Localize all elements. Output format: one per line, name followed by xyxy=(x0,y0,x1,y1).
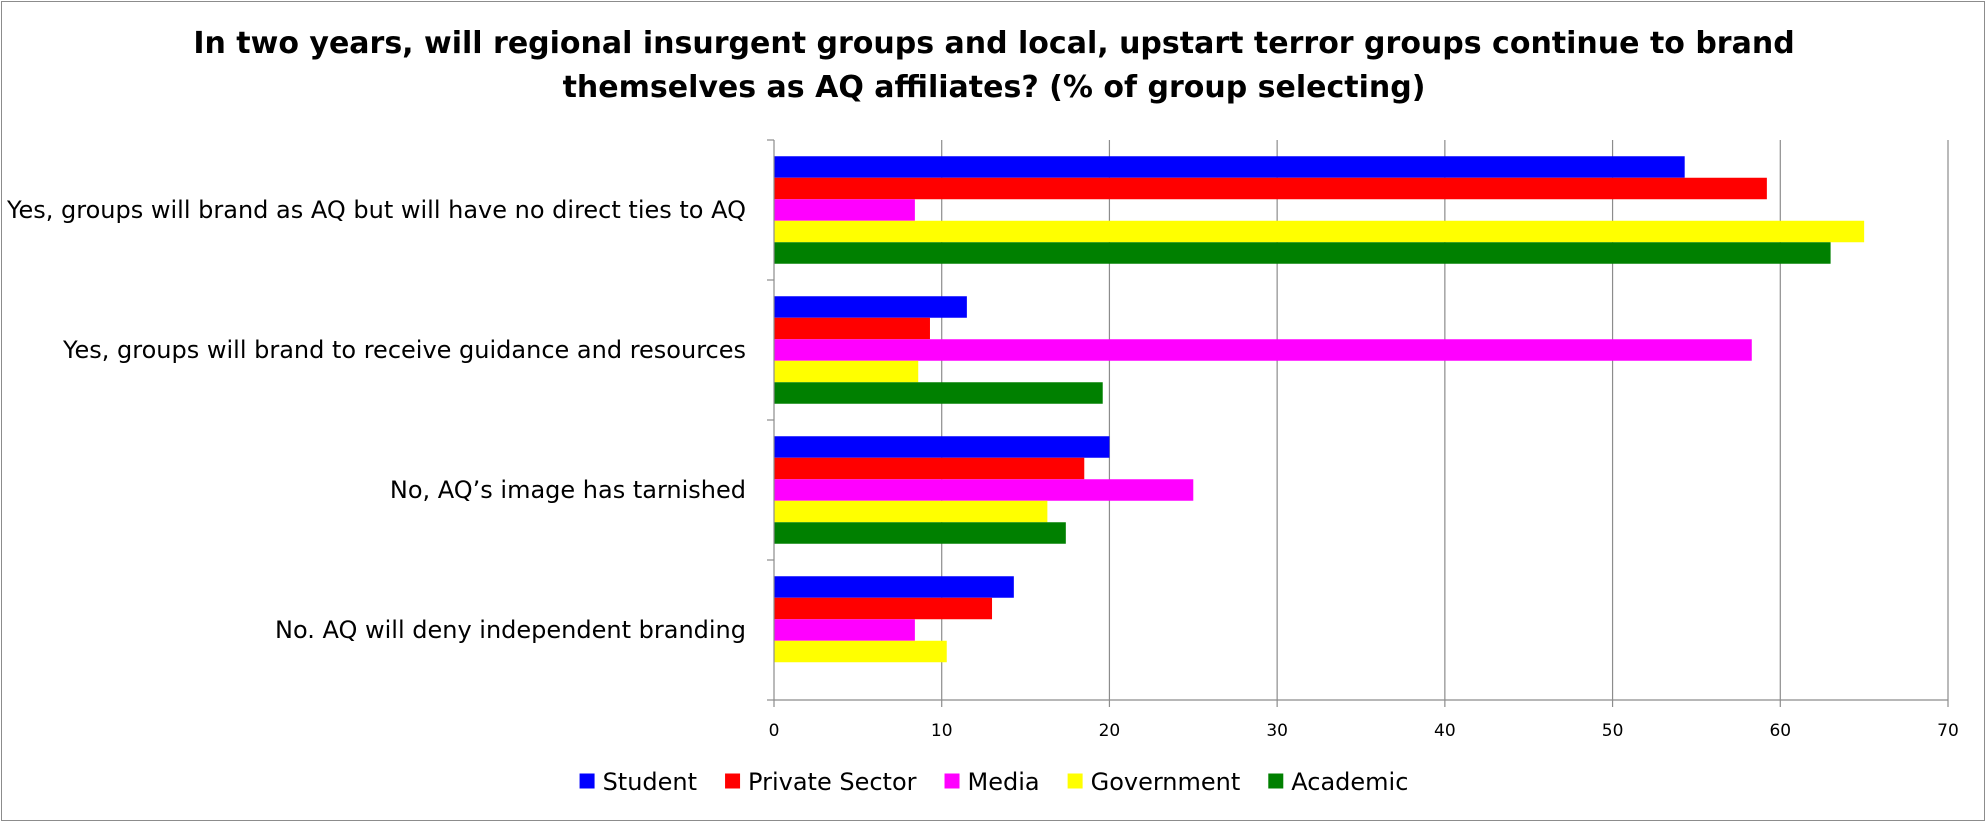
bar-government xyxy=(774,640,947,663)
x-tick-label: 10 xyxy=(931,721,953,741)
legend-swatch xyxy=(579,773,595,789)
bar-private-sector xyxy=(774,317,930,340)
bar-academic xyxy=(774,522,1066,544)
bar-student xyxy=(774,156,1685,178)
bars xyxy=(774,156,1865,663)
bar-student xyxy=(774,576,1014,598)
axes: 0 10 20 30 40 50 60 70 xyxy=(767,139,1959,741)
x-tick-label: 20 xyxy=(1099,721,1121,741)
bar-government xyxy=(774,360,919,383)
chart-title-line-1: In two years, will regional insurgent gr… xyxy=(193,26,1795,61)
legend-swatch xyxy=(725,773,741,789)
bar-private-sector xyxy=(774,457,1085,480)
legend-swatch xyxy=(944,773,960,789)
bar-private-sector xyxy=(774,597,993,620)
x-tick-label: 50 xyxy=(1602,721,1624,741)
bar-government xyxy=(774,500,1048,523)
x-tick-label: 30 xyxy=(1266,721,1288,741)
category-label: No. AQ will deny independent branding xyxy=(275,616,746,644)
bar-private-sector xyxy=(774,177,1767,200)
legend-swatch xyxy=(1067,773,1083,789)
bar-academic xyxy=(774,382,1103,404)
legend-label: Government xyxy=(1091,768,1241,796)
legend-swatch xyxy=(1268,773,1284,789)
bar-media xyxy=(774,199,915,221)
bar-student xyxy=(774,436,1110,458)
x-tick-label: 40 xyxy=(1434,721,1456,741)
chart-title-line-2: themselves as AQ affiliates? (% of group… xyxy=(562,70,1426,105)
bar-media xyxy=(774,479,1194,501)
category-labels: Yes, groups will brand as AQ but will ha… xyxy=(6,196,746,644)
category-label: No, AQ’s image has tarnished xyxy=(390,476,746,504)
x-tick-label: 0 xyxy=(769,721,780,741)
x-tick-label: 70 xyxy=(1937,721,1959,741)
legend-label: Private Sector xyxy=(748,768,917,796)
bar-government xyxy=(774,220,1865,243)
legend-label: Media xyxy=(968,768,1040,796)
category-label: Yes, groups will brand to receive guidan… xyxy=(62,336,746,364)
legend: Student Private Sector Media Government Acad… xyxy=(579,768,1408,796)
bar-media xyxy=(774,619,915,641)
legend-label: Academic xyxy=(1291,768,1408,796)
bar-academic xyxy=(774,242,1831,264)
legend-label: Student xyxy=(603,768,697,796)
x-tick-label: 60 xyxy=(1769,721,1791,741)
bar-media xyxy=(774,339,1752,361)
bar-student xyxy=(774,296,967,318)
chart-title: In two years, will regional insurgent gr… xyxy=(0,22,1988,110)
category-label: Yes, groups will brand as AQ but will ha… xyxy=(6,196,746,224)
